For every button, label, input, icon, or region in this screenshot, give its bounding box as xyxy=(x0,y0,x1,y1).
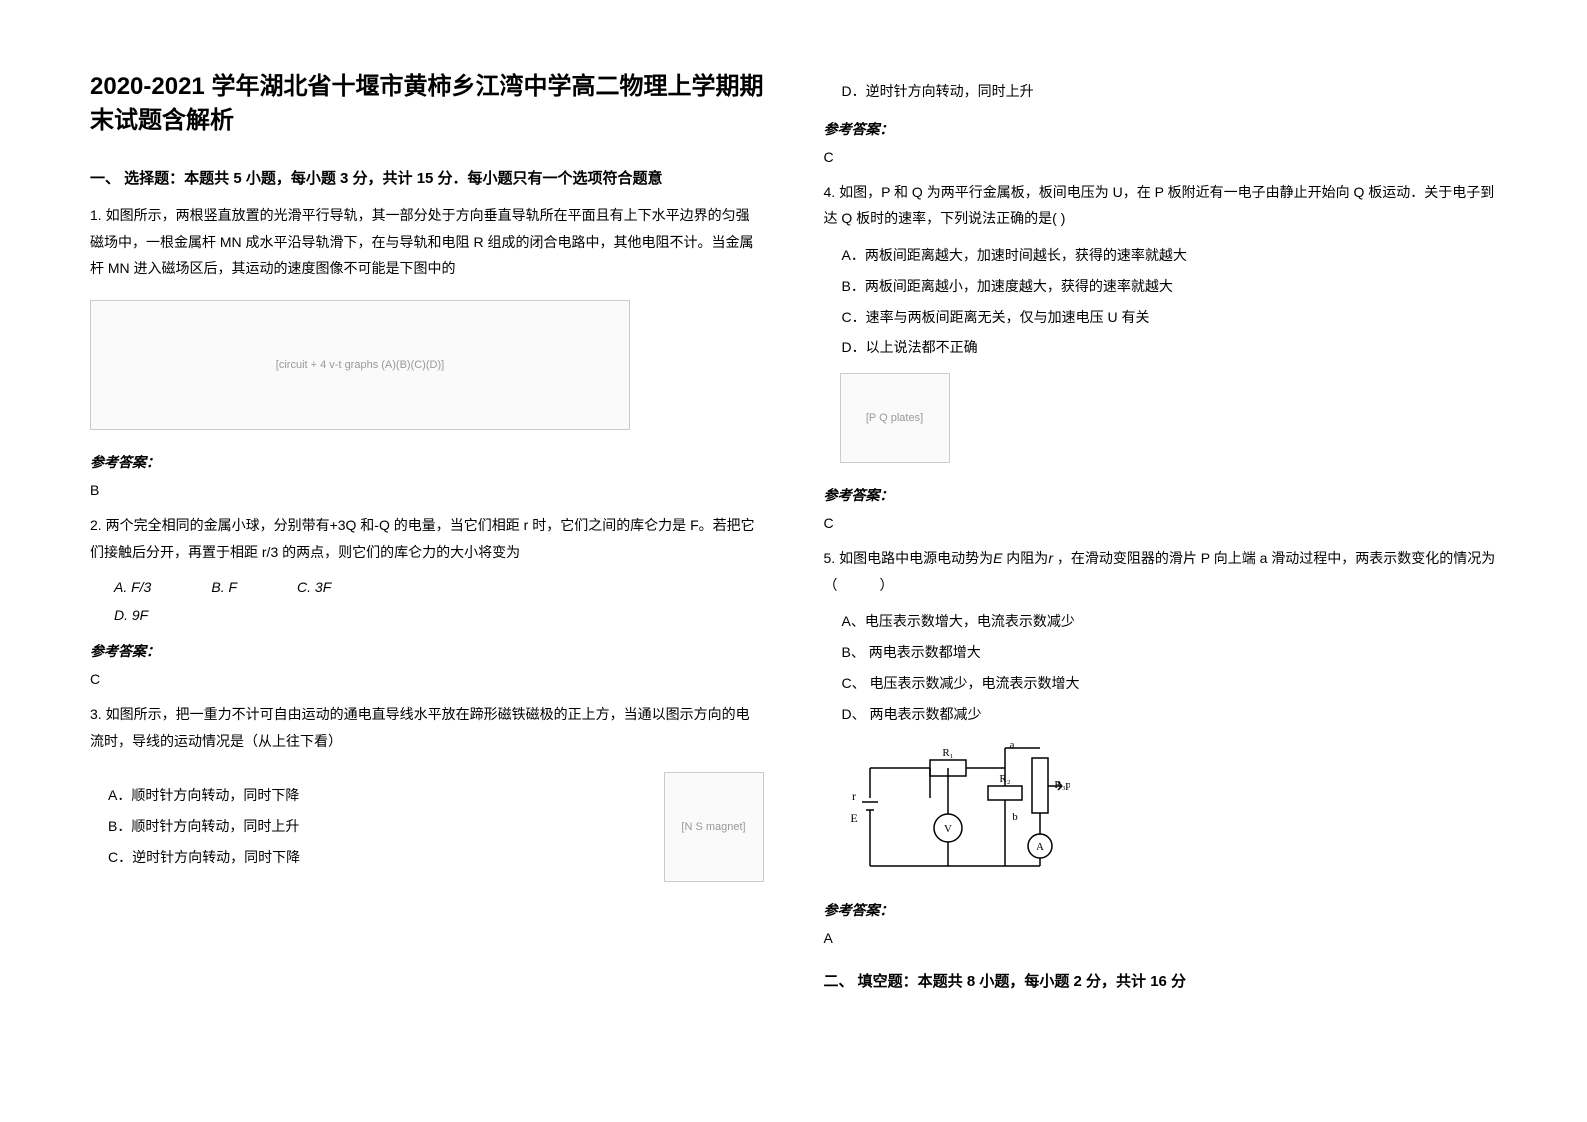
svg-text:V: V xyxy=(944,823,952,835)
svg-text:P: P xyxy=(1064,781,1069,793)
q3-optC: C．逆时针方向转动，同时下降 xyxy=(90,842,644,873)
q2-optC: C. 3F xyxy=(297,573,331,601)
q4-optD: D．以上说法都不正确 xyxy=(824,332,1498,363)
svg-text:R₂: R₂ xyxy=(999,773,1010,785)
svg-text:r: r xyxy=(852,789,856,803)
q3-optD: D．逆时针方向转动，同时上升 xyxy=(824,76,1498,107)
q3-answer-label: 参考答案： xyxy=(824,119,1498,139)
q5-answer-label: 参考答案： xyxy=(824,900,1498,920)
q2-optB: B. F xyxy=(211,573,237,601)
q2-options-row: A. F/3 B. F C. 3F xyxy=(90,573,764,601)
section-2-heading: 二、 填空题：本题共 8 小题，每小题 2 分，共计 16 分 xyxy=(824,970,1498,991)
q4-optB: B．两板间距离越小，加速度越大，获得的速率就越大 xyxy=(824,271,1498,302)
document-title: 2020-2021 学年湖北省十堰市黄柿乡江湾中学高二物理上学期期末试题含解析 xyxy=(90,70,764,137)
svg-text:E: E xyxy=(850,811,857,825)
q4-figure: [P Q plates] xyxy=(840,373,950,463)
q3-figure: [N S magnet] xyxy=(664,772,764,882)
q1-figure: [circuit + 4 v-t graphs (A)(B)(C)(D)] xyxy=(90,300,630,430)
q5-optD: D、 两电表示数都减少 xyxy=(824,699,1498,730)
q5-circuit-diagram: R₁aR₃PbArER₂V xyxy=(840,738,1070,878)
svg-text:a: a xyxy=(1009,739,1014,751)
q4-text: 4. 如图，P 和 Q 为两平行金属板，板间电压为 U，在 P 板附近有一电子由… xyxy=(824,179,1498,232)
q5-answer: A xyxy=(824,930,1498,946)
q5-text-a: 5. 如图电路中电源电动势为 xyxy=(824,550,994,566)
q5-optC: C、 电压表示数减少，电流表示数增大 xyxy=(824,668,1498,699)
q2-options-row2: D. 9F xyxy=(90,601,764,629)
q4-optA: A．两板间距离越大，加速时间越长，获得的速率就越大 xyxy=(824,240,1498,271)
q4-optC: C．速率与两板间距离无关，仅与加速电压 U 有关 xyxy=(824,302,1498,333)
q3-optA: A．顺时针方向转动，同时下降 xyxy=(90,780,644,811)
q2-optA: A. F/3 xyxy=(114,573,151,601)
q5-optA: A、电压表示数增大，电流表示数减少 xyxy=(824,606,1498,637)
q2-text: 2. 两个完全相同的金属小球，分别带有+3Q 和-Q 的电量，当它们相距 r 时… xyxy=(90,512,764,565)
q3-text: 3. 如图所示，把一重力不计可自由运动的通电直导线水平放在蹄形磁铁磁极的正上方，… xyxy=(90,701,764,754)
q3-answer: C xyxy=(824,149,1498,165)
q1-answer: B xyxy=(90,482,764,498)
q4-answer-label: 参考答案： xyxy=(824,485,1498,505)
svg-text:A: A xyxy=(1036,841,1044,853)
q5-text-b: 内阻为 xyxy=(1002,550,1048,566)
q1-text: 1. 如图所示，两根竖直放置的光滑平行导轨，其一部分处于方向垂直导轨所在平面且有… xyxy=(90,202,764,282)
q5-text: 5. 如图电路中电源电动势为E 内阻为r ，在滑动变阻器的滑片 P 向上端 a … xyxy=(824,545,1498,598)
svg-text:b: b xyxy=(1012,811,1018,823)
q2-answer: C xyxy=(90,671,764,687)
q1-answer-label: 参考答案： xyxy=(90,452,764,472)
q5-optB: B、 两电表示数都增大 xyxy=(824,637,1498,668)
svg-text:R₁: R₁ xyxy=(942,747,953,759)
section-1-heading: 一、 选择题：本题共 5 小题，每小题 3 分，共计 15 分．每小题只有一个选… xyxy=(90,167,764,188)
right-column: D．逆时针方向转动，同时上升 参考答案： C 4. 如图，P 和 Q 为两平行金… xyxy=(824,70,1498,1052)
left-column: 2020-2021 学年湖北省十堰市黄柿乡江湾中学高二物理上学期期末试题含解析 … xyxy=(90,70,764,1052)
q4-answer: C xyxy=(824,515,1498,531)
q2-answer-label: 参考答案： xyxy=(90,641,764,661)
q2-optD: D. 9F xyxy=(114,601,148,629)
q3-optB: B．顺时针方向转动，同时上升 xyxy=(90,811,644,842)
